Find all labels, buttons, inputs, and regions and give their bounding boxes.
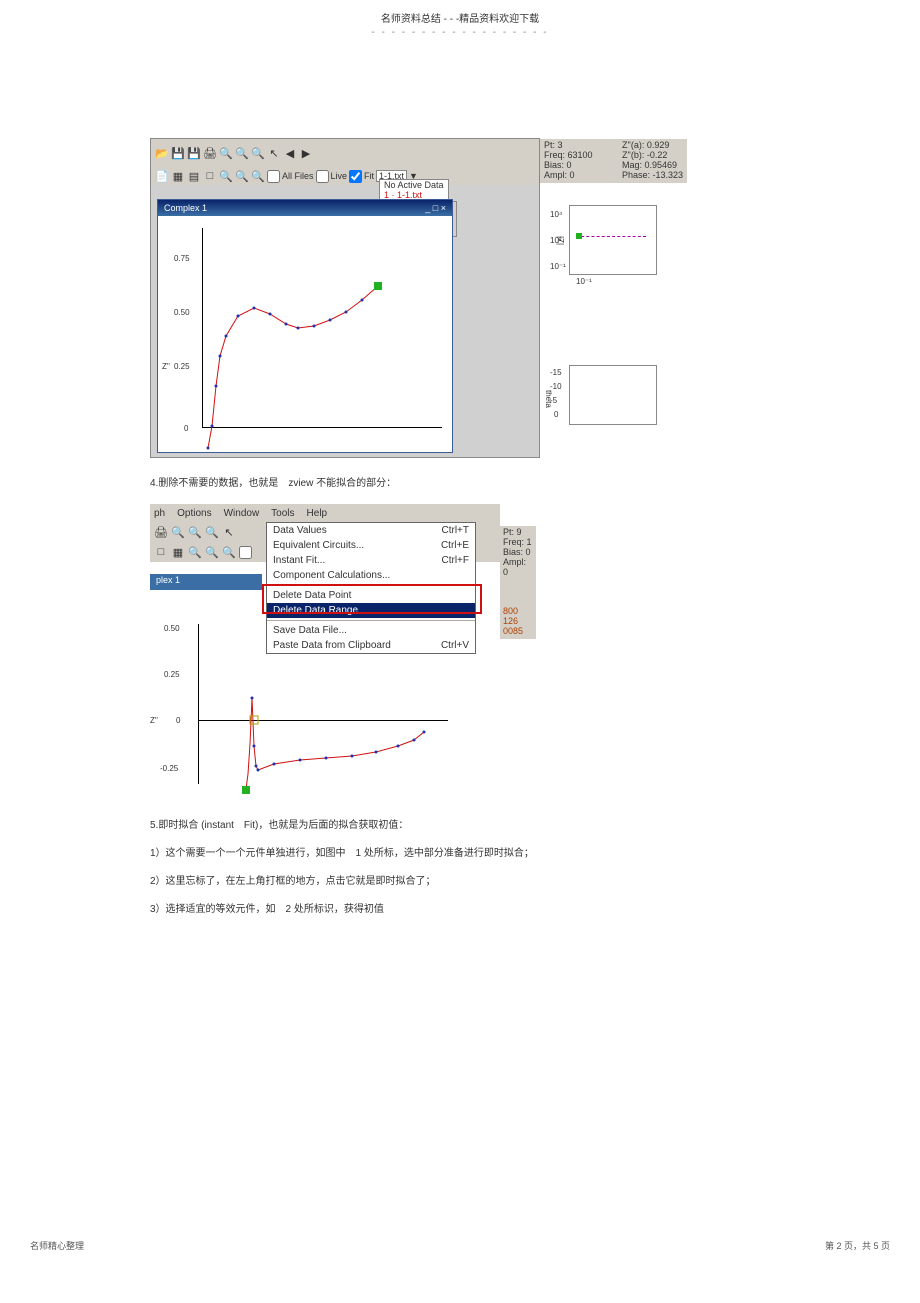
- b2-icon[interactable]: ▦: [171, 545, 185, 559]
- menu-options[interactable]: Options: [177, 508, 211, 519]
- cb2[interactable]: [239, 546, 252, 559]
- z4-icon[interactable]: 🔍: [188, 545, 202, 559]
- mini2-t2: -5: [550, 396, 557, 405]
- fit-checkbox[interactable]: [349, 170, 362, 183]
- dd-savefile[interactable]: Save Data File...: [267, 623, 475, 638]
- chart-icon[interactable]: ▤: [187, 169, 201, 183]
- zoom3-icon[interactable]: 🔍: [251, 169, 265, 183]
- curve-svg: [158, 216, 454, 454]
- menu-ph[interactable]: ph: [154, 508, 165, 519]
- mini2-t0: -15: [550, 368, 562, 377]
- menu-window[interactable]: Window: [224, 508, 260, 519]
- cursor-icon[interactable]: ↖: [267, 146, 281, 160]
- info-panel-right: Pt: 3 Freq: 63100 Bias: 0 Ampl: 0 Z''(a)…: [539, 139, 687, 183]
- mini1-marker: [576, 233, 582, 239]
- open-icon[interactable]: 📂: [155, 146, 169, 160]
- zoom-icon[interactable]: 🔍: [219, 169, 233, 183]
- doc-icon[interactable]: 📄: [155, 169, 169, 183]
- para-5-2: 2）这里忘标了，在左上角打框的地方，点击它就是即时拟合了；: [150, 874, 770, 890]
- footer-left: 名师精心整理: [30, 1239, 84, 1252]
- header-dots: - - - - - - - - - - - - - - - - - -: [0, 27, 920, 38]
- cur-icon[interactable]: ↖: [222, 525, 236, 539]
- page-header: 名师资料总结 - - -精品资料欢迎下载 - - - - - - - - - -…: [0, 0, 920, 38]
- plex-bar[interactable]: plex 1: [150, 574, 262, 590]
- para-4: 4.删除不需要的数据，也就是 zview 不能拟合的部分：: [150, 476, 770, 492]
- mini1-t1: 10²: [550, 236, 562, 245]
- para-5-1: 1）这个需要一个一个元件单独进行，如图中 1 处所标，选中部分准备进行即时拟合；: [150, 846, 770, 862]
- next-icon[interactable]: ▶: [299, 146, 313, 160]
- chart-window: Complex 1 _ □ × 0.75 0.50 0.25 0 Z'': [157, 199, 453, 453]
- screenshot-2: ph Options Window Tools Help 🖨 🔍 🔍 🔍 ↖ □…: [150, 504, 500, 794]
- allfiles-label: All Files: [282, 171, 314, 181]
- zoom-out-icon[interactable]: 🔍: [235, 146, 249, 160]
- prev-icon[interactable]: ◀: [283, 146, 297, 160]
- dd-compcalc[interactable]: Component Calculations...: [267, 568, 475, 583]
- fit-label: Fit: [364, 171, 374, 181]
- screenshot-1: 📂 💾 💾 🖨 🔍 🔍 🔍 ↖ ◀ ▶ 📄 ▦ ▤ □ 🔍 🔍 🔍 All Fi…: [150, 138, 540, 458]
- dd-delpoint[interactable]: Delete Data Point: [267, 588, 475, 603]
- tools-dropdown[interactable]: Data ValuesCtrl+T Equivalent Circuits...…: [266, 522, 476, 654]
- info-phase: Phase: -13.323: [622, 171, 683, 181]
- side-info-2: Pt: 9 Freq: 1 Bias: 0 Ampl: 0 800 126 00…: [500, 526, 536, 639]
- save-icon[interactable]: 💾: [171, 146, 185, 160]
- no-active-l1: No Active Data: [384, 180, 444, 190]
- mini1-t0: 10⁴: [550, 210, 562, 219]
- chart-title-text: Complex 1: [164, 203, 207, 213]
- mini2-t1: -10: [550, 382, 562, 391]
- mini2-t3: 0: [554, 410, 558, 419]
- chart-area-1: 0.75 0.50 0.25 0 Z'': [158, 216, 452, 452]
- no-active-box: No Active Data 1 · 1-1.txt: [379, 179, 449, 201]
- content-area: 📂 💾 💾 🖨 🔍 🔍 🔍 ↖ ◀ ▶ 📄 ▦ ▤ □ 🔍 🔍 🔍 All Fi…: [150, 138, 770, 918]
- para-5-3: 3）选择适宜的等效元件，如 2 处所标识，获得初值: [150, 902, 770, 918]
- sheet-icon[interactable]: ▦: [171, 169, 185, 183]
- window-controls[interactable]: _ □ ×: [425, 203, 446, 213]
- mini1-line: [576, 236, 646, 237]
- z3-icon[interactable]: 🔍: [205, 525, 219, 539]
- dd-paste[interactable]: Paste Data from ClipboardCtrl+V: [267, 638, 475, 653]
- menubar: ph Options Window Tools Help: [150, 504, 500, 522]
- menu-tools[interactable]: Tools: [271, 508, 294, 519]
- si2-ampl: Ampl: 0: [503, 558, 533, 578]
- dd-delrange[interactable]: Delete Data Range: [267, 603, 475, 618]
- footer-right: 第 2 页，共 5 页: [825, 1239, 890, 1252]
- dd-instantfit[interactable]: Instant Fit...Ctrl+F: [267, 553, 475, 568]
- z1-icon[interactable]: 🔍: [171, 525, 185, 539]
- zoom-fit-icon[interactable]: 🔍: [251, 146, 265, 160]
- mini1-t2: 10⁻¹: [550, 262, 566, 271]
- live-checkbox[interactable]: [316, 170, 329, 183]
- z2-icon[interactable]: 🔍: [188, 525, 202, 539]
- zoom2-icon[interactable]: 🔍: [235, 169, 249, 183]
- mini-chart-z: |Z| 10⁴ 10² 10⁻¹ 10⁻¹: [569, 205, 657, 275]
- zoom-in-icon[interactable]: 🔍: [219, 146, 233, 160]
- mini-chart-theta: theta -15 -10 -5 0: [569, 365, 657, 425]
- toolbar-2: 📄 ▦ ▤ □ 🔍 🔍 🔍 All Files Live Fit 1-1.txt…: [151, 167, 539, 185]
- dd-sep1: [267, 585, 475, 586]
- dd-sep2: [267, 620, 475, 621]
- b1-icon[interactable]: □: [154, 545, 168, 559]
- live-label: Live: [331, 171, 348, 181]
- mini1-xt: 10⁻¹: [576, 277, 592, 286]
- chart-titlebar[interactable]: Complex 1 _ □ ×: [158, 200, 452, 216]
- box-icon[interactable]: □: [203, 169, 217, 183]
- allfiles-checkbox[interactable]: [267, 170, 280, 183]
- save2-icon[interactable]: 💾: [187, 146, 201, 160]
- z5-icon[interactable]: 🔍: [205, 545, 219, 559]
- menu-help[interactable]: Help: [307, 508, 328, 519]
- header-title: 名师资料总结 - - -精品资料欢迎下载: [0, 10, 920, 25]
- side-panels: |Z| 10⁴ 10² 10⁻¹ 10⁻¹ theta -15 -10 -5 0: [539, 199, 687, 425]
- si2-n3: 0085: [503, 627, 533, 637]
- z6-icon[interactable]: 🔍: [222, 545, 236, 559]
- print2-icon[interactable]: 🖨: [154, 525, 168, 539]
- dd-datavalues[interactable]: Data ValuesCtrl+T: [267, 523, 475, 538]
- toolbar-1: 📂 💾 💾 🖨 🔍 🔍 🔍 ↖ ◀ ▶: [151, 139, 539, 167]
- spacer: [0, 930, 920, 1260]
- dd-eqcirc[interactable]: Equivalent Circuits...Ctrl+E: [267, 538, 475, 553]
- print-icon[interactable]: 🖨: [203, 146, 217, 160]
- para-5: 5.即时拟合 (instant Fit)，也就是为后面的拟合获取初值：: [150, 818, 770, 834]
- info-ampl: Ampl: 0: [544, 171, 593, 181]
